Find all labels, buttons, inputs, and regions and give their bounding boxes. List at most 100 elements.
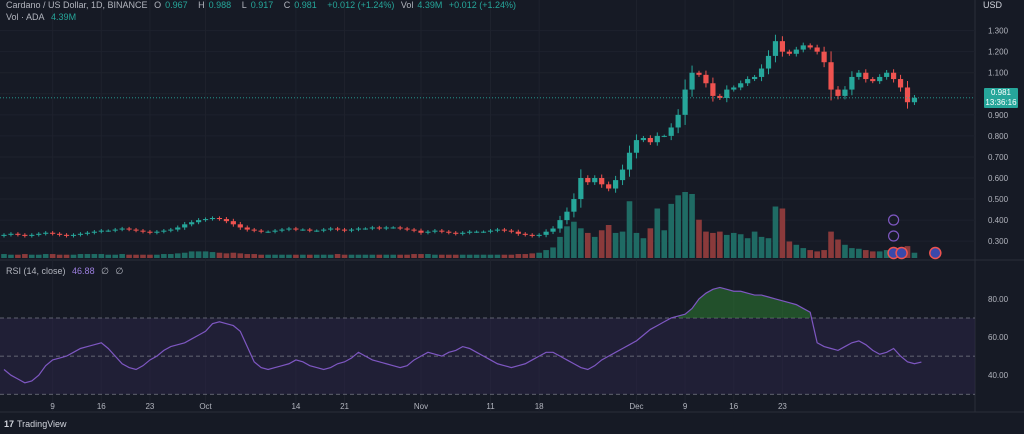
economic-event-flag-icon	[929, 246, 942, 260]
candle-body	[793, 49, 799, 54]
volume-bar	[154, 254, 160, 258]
candle-body	[467, 231, 473, 233]
volume-bar	[543, 250, 549, 258]
volume-value: 4.39M	[51, 12, 77, 22]
candle-body	[668, 127, 674, 136]
volume-bar	[56, 254, 63, 258]
volume-bar	[244, 254, 251, 258]
rsi-axis[interactable]: 80.00 60.00 40.00	[988, 295, 1009, 380]
volume-bar	[522, 254, 529, 258]
candle-body	[550, 228, 556, 232]
candle-body	[70, 234, 77, 236]
candle-body	[487, 230, 494, 232]
volume-bar	[202, 251, 209, 258]
candle-body	[390, 227, 396, 229]
candle-body	[578, 178, 584, 200]
volume-bar	[439, 254, 445, 258]
volume-bar	[300, 254, 306, 258]
rsi-extra-1: ∅	[101, 266, 109, 276]
candle-body	[752, 76, 758, 80]
time-tick-label: 16	[729, 402, 738, 411]
candle-body	[807, 45, 813, 48]
candle-body	[585, 178, 591, 183]
volume-bar	[272, 254, 278, 258]
volume-bar	[675, 195, 681, 258]
tradingview-logo[interactable]: 17 TradingView	[4, 419, 67, 429]
volume-bar	[112, 254, 118, 258]
volume-bar	[501, 254, 508, 258]
volume-bar	[619, 231, 626, 258]
candle-body	[765, 55, 772, 69]
candle-body	[286, 228, 292, 230]
time-tick-label: 14	[291, 402, 300, 411]
volume-bar	[369, 254, 376, 258]
candle-body	[328, 228, 334, 230]
candle-body	[626, 152, 633, 170]
candle-body	[258, 230, 264, 232]
volume-bar	[362, 254, 369, 258]
price-axis[interactable]: 1.3001.2001.1001.0000.9000.8000.7000.600…	[988, 27, 1009, 247]
event-markers[interactable]	[887, 214, 942, 260]
candle-body	[84, 232, 90, 234]
candlesticks[interactable]	[0, 34, 975, 238]
candle-body	[147, 231, 153, 233]
candle-body	[745, 79, 751, 84]
candle-body	[161, 230, 167, 232]
volume-bar	[355, 254, 362, 258]
candle-body	[606, 184, 612, 189]
volume-bar	[814, 251, 820, 258]
candle-body	[613, 180, 619, 189]
candle-body	[251, 229, 257, 231]
volume-bar	[168, 254, 174, 258]
candle-body	[91, 231, 97, 233]
ohlc-close: C 0.981	[283, 0, 317, 10]
volume-bar	[508, 254, 515, 258]
volume-bar	[397, 254, 403, 258]
candle-body	[189, 222, 195, 225]
volume-bar	[605, 225, 612, 258]
volume-bar	[341, 254, 348, 258]
volume-bar	[22, 254, 28, 258]
time-axis[interactable]: 9 16 23 Oct 14 21 Nov 11 18 Dec 9 16 23	[50, 402, 787, 411]
volume-bar	[8, 254, 14, 258]
volume-label: Vol · ADA	[6, 12, 45, 22]
candle-body	[619, 169, 626, 181]
price-tick-label: 0.800	[988, 132, 1009, 141]
volume-bar	[84, 254, 91, 258]
volume-bar	[452, 254, 459, 258]
candle-body	[77, 233, 84, 235]
volume-bar	[320, 254, 327, 258]
candle-body	[480, 231, 487, 233]
candle-body	[779, 41, 785, 52]
volume-bar	[612, 232, 619, 258]
volume-bar	[529, 253, 535, 258]
economic-event-flag-icon	[895, 246, 908, 260]
candle-body	[689, 72, 695, 90]
volume-bar	[459, 254, 466, 258]
currency-label[interactable]: USD	[982, 0, 1002, 10]
volume-bar	[313, 254, 320, 258]
symbol-title: Cardano / US Dollar, 1D, BINANCE	[6, 0, 148, 10]
volume-bar	[737, 234, 744, 258]
candle-body	[265, 231, 271, 233]
time-tick-label: 16	[97, 402, 106, 411]
candle-body	[800, 45, 806, 50]
candle-body	[307, 229, 313, 231]
volume-bar	[842, 244, 848, 258]
candle-body	[877, 76, 883, 82]
candle-body	[842, 89, 848, 96]
volume-bar	[42, 254, 49, 258]
candle-body	[911, 97, 918, 103]
price-tick-label: 0.900	[988, 111, 1009, 120]
candle-body	[703, 74, 709, 84]
candle-body	[397, 227, 403, 229]
rsi-legend: RSI (14, close) 46.88 ∅ ∅	[6, 266, 127, 277]
candle-body	[897, 79, 904, 88]
volume-bar	[195, 251, 202, 258]
volume-bar	[744, 238, 751, 258]
candle-body	[738, 83, 744, 88]
candle-body	[411, 229, 417, 231]
price-tick-label: 0.300	[988, 237, 1009, 246]
volume-bar	[133, 254, 139, 258]
